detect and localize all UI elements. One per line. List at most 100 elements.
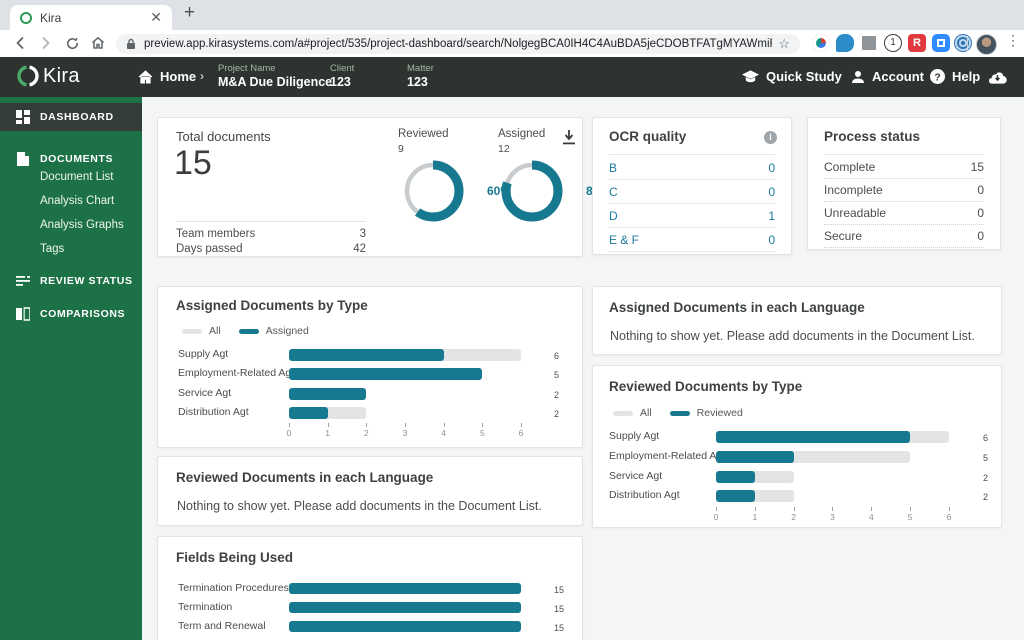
breadcrumb-project: Project Name M&A Due Diligence [218, 63, 332, 90]
ext-icon-r-red[interactable]: R [908, 34, 926, 52]
legend-assigned-label[interactable]: Assigned [265, 325, 309, 337]
ocr-d-label[interactable]: D [609, 208, 618, 223]
bar-category-label: Service Agt [178, 387, 232, 399]
browser-tab[interactable]: Kira ✕ [10, 5, 172, 30]
axis-tick [793, 507, 795, 511]
axis-tick [366, 423, 368, 427]
bar-total-value: 15 [554, 604, 565, 614]
legend-reviewed-swatch[interactable] [669, 410, 690, 416]
info-icon[interactable]: i [764, 131, 777, 144]
sidebar-item-analysis-graphs[interactable]: Analysis Graphs [40, 219, 124, 231]
bar-value[interactable] [289, 407, 328, 419]
reload-button[interactable] [62, 33, 82, 53]
sidebar-item-documents[interactable]: DOCUMENTS [0, 145, 142, 173]
legend-assigned-swatch[interactable] [238, 328, 259, 334]
ext-icon-spiral[interactable] [954, 34, 972, 52]
ocr-ef-value[interactable]: 0 [768, 232, 775, 247]
export-cloud-button[interactable] [988, 70, 1007, 84]
assigned-by-language-card: Assigned Documents in each Language Noth… [592, 286, 1002, 355]
kira-logo[interactable]: Kira [16, 64, 80, 88]
axis-tick [482, 423, 484, 427]
ext-icon-video[interactable] [932, 34, 950, 52]
sidebar-item-comparisons[interactable]: COMPARISONS [0, 300, 142, 328]
bookmark-star-icon[interactable]: ☆ [778, 35, 790, 51]
ocr-b-value[interactable]: 0 [768, 160, 775, 175]
ocr-b-label[interactable]: B [609, 160, 618, 175]
bar-value[interactable] [289, 602, 522, 613]
new-tab-button[interactable]: + [184, 2, 196, 23]
sidebar-item-tags[interactable]: Tags [40, 243, 65, 255]
ocr-ef-label[interactable]: E & F [609, 232, 640, 247]
help-label: Help [952, 69, 981, 84]
axis-tick [871, 507, 873, 511]
bar-value[interactable] [289, 583, 522, 594]
download-icon[interactable] [562, 130, 576, 145]
review-status-icon [16, 276, 30, 286]
axis-tick-label: 6 [518, 428, 524, 438]
dashboard-icon [16, 110, 30, 124]
bar-value[interactable] [716, 490, 755, 502]
nav-home[interactable]: Home [138, 69, 196, 84]
url-bar[interactable]: preview.app.kirasystems.com/a#project/53… [116, 33, 800, 54]
reviewed-by-type-chart: Supply Agt 6 Employment-Related Agt 5 Servic… [593, 366, 1001, 527]
bar-value[interactable] [289, 388, 367, 400]
tab-title: Kira [40, 10, 62, 25]
divider [176, 221, 366, 222]
ocr-c-value[interactable]: 0 [768, 184, 775, 199]
ext-icon-camera[interactable] [860, 34, 878, 52]
tab-close-icon[interactable]: ✕ [150, 9, 162, 25]
axis-tick [754, 507, 756, 511]
forward-button[interactable] [36, 33, 56, 53]
ext-icon-target[interactable] [812, 34, 830, 52]
back-button[interactable] [10, 33, 30, 53]
complete-value: 15 [970, 159, 984, 174]
legend-all-label[interactable]: All [209, 325, 221, 337]
bar-value[interactable] [716, 471, 755, 483]
reviewed-donut-chart[interactable]: 60% [400, 158, 511, 224]
ext-icon-blue-bubble[interactable] [836, 34, 854, 52]
bar-value[interactable] [289, 349, 444, 361]
help-button[interactable]: ? Help [930, 69, 980, 84]
sidebar-item-dashboard[interactable]: DASHBOARD [0, 103, 142, 131]
days-passed-label: Days passed [176, 243, 243, 255]
sidebar-item-document-list[interactable]: Document List [40, 171, 114, 183]
process-row-unreadable: Unreadable 0 [824, 201, 984, 225]
bar-value[interactable] [289, 368, 483, 380]
legend-reviewed-label[interactable]: Reviewed [696, 407, 743, 419]
legend-all-swatch[interactable] [613, 410, 633, 416]
account-button[interactable]: Account [851, 69, 924, 84]
chrome-menu-icon[interactable]: ⋮ [1006, 32, 1020, 48]
logo-text: Kira [43, 64, 80, 87]
profile-avatar[interactable] [976, 33, 997, 55]
browser-toolbar: preview.app.kirasystems.com/a#project/53… [0, 30, 1024, 57]
ocr-row-ef[interactable]: E & F 0 [609, 228, 775, 252]
home-button[interactable] [88, 33, 108, 53]
divider [609, 154, 775, 155]
sidebar-item-review-status[interactable]: REVIEW STATUS [0, 267, 142, 295]
bar-value[interactable] [716, 451, 794, 463]
unreadable-value: 0 [977, 205, 984, 220]
axis-tick [948, 507, 950, 511]
ocr-d-value[interactable]: 1 [768, 208, 775, 223]
breadcrumb-matter: Matter 123 [407, 63, 434, 90]
sidebar-documents-label: DOCUMENTS [40, 153, 114, 165]
url-text[interactable]: preview.app.kirasystems.com/a#project/53… [144, 37, 772, 50]
ext-icon-timer[interactable]: 1 [884, 34, 902, 52]
unreadable-label: Unreadable [824, 205, 887, 220]
legend-all-swatch[interactable] [182, 328, 202, 334]
ocr-c-label[interactable]: C [609, 184, 618, 199]
assigned-by-type-chart: Supply Agt 6 Employment-Related Agt 5 Servic… [158, 287, 582, 447]
bar-value[interactable] [716, 431, 911, 443]
legend-all-label[interactable]: All [640, 407, 652, 419]
bar-total-value: 2 [554, 390, 560, 400]
complete-label: Complete [824, 159, 876, 174]
sidebar-item-analysis-chart[interactable]: Analysis Chart [40, 195, 115, 207]
assigned-donut-chart[interactable]: 80% [499, 158, 610, 224]
bar-category-label: Service Agt [609, 470, 663, 482]
bar-value[interactable] [289, 621, 522, 632]
divider [824, 154, 984, 155]
quick-study-button[interactable]: Quick Study [742, 69, 842, 84]
